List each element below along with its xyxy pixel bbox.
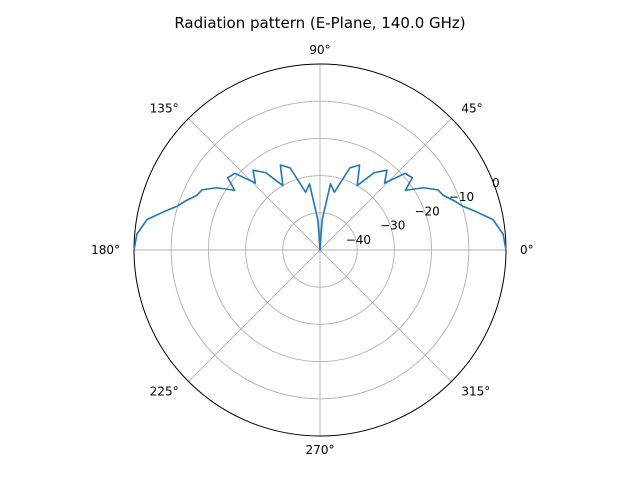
theta-tick-label: 135° <box>150 102 179 116</box>
theta-tick-label: 225° <box>150 384 179 398</box>
r-tick-label: −40 <box>346 233 371 247</box>
theta-tick-label: 45° <box>461 102 482 116</box>
theta-gridline <box>319 118 452 251</box>
pattern-trace-group <box>133 164 507 251</box>
tick-labels: 0° 45° 90° 135° 180° 225° 270° 315° 0 −10 −20 −30 −4… <box>91 43 534 457</box>
r-tick-label: −10 <box>449 190 474 204</box>
chart-title: Radiation pattern (E-Plane, 140.0 GHz) <box>174 14 465 32</box>
theta-tick-label: 270° <box>306 443 335 457</box>
r-gridline <box>245 175 395 325</box>
r-gridline <box>207 137 433 363</box>
theta-tick-label: 315° <box>461 384 490 398</box>
r-gridline <box>170 100 470 400</box>
r-gridline <box>282 212 358 288</box>
theta-tick-label: 90° <box>309 43 330 57</box>
theta-gridline <box>188 118 321 251</box>
theta-gridline <box>319 249 452 382</box>
theta-gridline <box>188 249 321 382</box>
r-tick-label: −30 <box>380 219 405 233</box>
r-tick-label: 0 <box>492 176 500 190</box>
r-tick-label: −20 <box>414 204 439 218</box>
theta-tick-label: 0° <box>520 243 534 257</box>
pattern-trace <box>133 164 507 251</box>
theta-tick-label: 180° <box>91 243 120 257</box>
